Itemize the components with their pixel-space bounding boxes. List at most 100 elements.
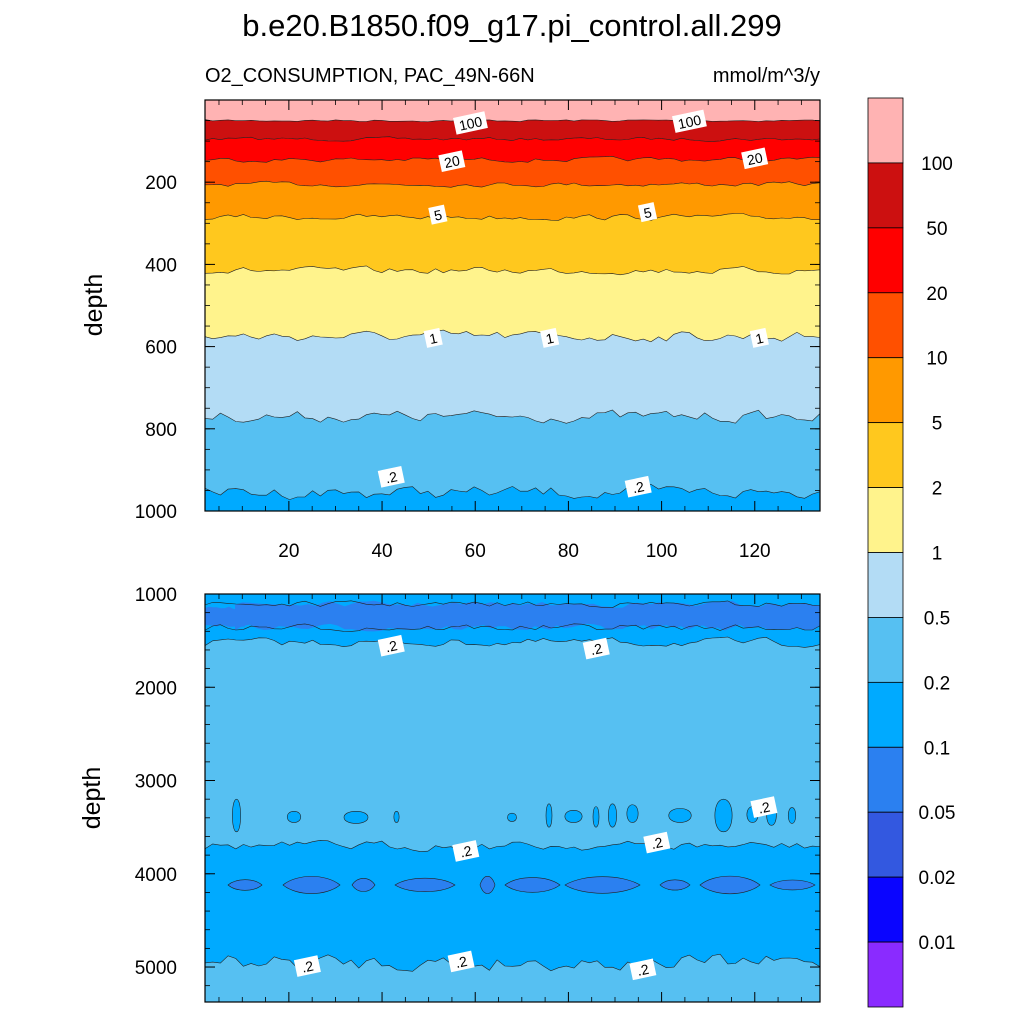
contour-label-box (453, 111, 488, 135)
upper-y-tick-label: 400 (145, 255, 177, 276)
colorbar-label: 0.02 (919, 868, 956, 889)
contour-line (205, 409, 820, 424)
colorbar: 100 50 20 10 5 2 1 0.5 0.2 0.1 0.05 0.02 0.01 (867, 97, 956, 1008)
lower-y-tick-label: 2000 (135, 678, 177, 699)
upper-filled-contours (205, 100, 820, 511)
contour-label-text: 20 (443, 152, 462, 171)
patch-0.1-0.2 (608, 803, 617, 828)
colorbar-label: 10 (926, 349, 947, 370)
x-tick-label: 120 (739, 541, 771, 562)
contour-label-text: .2 (636, 961, 651, 979)
contour-line (205, 839, 820, 852)
contour-line (205, 180, 820, 188)
colorbar-label: 1 (932, 544, 943, 565)
contour-label-box (377, 634, 405, 657)
upper-y-tick-label: 200 (145, 173, 177, 194)
colorbar-swatch (867, 357, 904, 424)
upper-y-tick-label: 1000 (135, 502, 177, 523)
lens-0.05-0.1 (564, 876, 641, 894)
contour-line (205, 600, 820, 608)
contour-label-box (637, 202, 658, 223)
contour-label: .2 (377, 465, 405, 488)
colorbar-label: 0.1 (924, 738, 950, 759)
contour-label-text: .2 (384, 468, 399, 486)
lower-y-tick-label: 5000 (135, 958, 177, 979)
contour-band (205, 265, 820, 342)
patch-0.1-0.2 (668, 808, 692, 823)
contour-label-box (423, 327, 443, 348)
lens-0.05-0.1 (227, 879, 263, 891)
colorbar-label: 20 (926, 284, 947, 305)
lower-y-axis-label: depth (78, 767, 106, 830)
colorbar-swatch (867, 162, 904, 229)
lens-0.05-0.1 (282, 876, 341, 894)
patch-0.1-0.2 (393, 810, 400, 823)
contour-label: .2 (643, 831, 671, 854)
contour-label-box (643, 831, 671, 854)
patch-0.1-0.2 (787, 807, 797, 824)
x-tick-label: 40 (371, 541, 392, 562)
patch-0.1-0.2 (232, 798, 241, 833)
colorbar-swatch (867, 552, 904, 618)
contour-label-box (624, 475, 652, 498)
lower-y-tick-label: 1000 (135, 585, 177, 606)
contour-label: .2 (293, 955, 321, 977)
colorbar-label: 0.01 (919, 933, 956, 954)
subtitle-units: mmol/m^3/y (713, 65, 820, 87)
contour-label: .2 (452, 840, 480, 862)
contour-label-box (447, 950, 475, 973)
contour-band-100 (205, 100, 820, 122)
contour-label: .2 (750, 796, 778, 818)
subtitle-left: O2_CONSUMPTION, PAC_49N-66N (205, 65, 535, 87)
contour-band (205, 484, 820, 511)
patch-0.1-0.2 (507, 812, 517, 822)
chart-title: b.e20.B1850.f09_g17.pi_control.all.299 (242, 8, 782, 43)
lens-0.05-0.1 (699, 875, 761, 894)
contour-label: 5 (637, 202, 658, 223)
x-tick-label: 20 (278, 541, 299, 562)
colorbar-label: 50 (926, 219, 947, 240)
lens-0.05-0.1 (769, 879, 816, 891)
colorbar-label: 2 (932, 479, 943, 500)
contour-label: .2 (447, 950, 475, 973)
contour-line (205, 213, 820, 221)
contour-label-text: .2 (300, 957, 315, 975)
colorbar-swatch (867, 292, 904, 359)
contour-band (205, 330, 820, 424)
contour-label-text: 100 (676, 111, 702, 132)
colorbar-swatch (867, 227, 904, 294)
patch-0.1-0.2 (564, 810, 583, 823)
contour-label-text: .2 (454, 953, 469, 971)
contour-label: 100 (672, 109, 707, 133)
contour-label-box (629, 958, 657, 981)
contour-label: 20 (741, 147, 769, 170)
contour-label-text: 1 (544, 330, 555, 347)
lens-0.05-0.1 (394, 878, 456, 892)
patch-0.1-0.2 (592, 806, 600, 828)
contour-label-text: .2 (589, 640, 604, 658)
contour-band (205, 119, 820, 142)
lens-0.05-0.1 (659, 879, 691, 891)
contour-label-box (672, 109, 707, 133)
contour-line (205, 119, 820, 123)
contour-label: 5 (428, 204, 448, 225)
contour-band (205, 136, 820, 163)
upper-y-tick-label: 600 (145, 338, 177, 359)
contour-label-box (582, 637, 610, 660)
lower-filled-contours (205, 594, 820, 1002)
patch-0.1-0.2 (626, 804, 639, 823)
contour-label: 1 (423, 327, 443, 348)
contour-label: 1 (540, 327, 560, 348)
contour-line (205, 483, 820, 500)
contour-band (205, 181, 820, 221)
contour-label-text: .2 (631, 478, 646, 496)
colorbar-swatch (867, 617, 904, 683)
lower-axes: 1000 2000 3000 4000 5000 (135, 585, 820, 1002)
contour-line (205, 623, 820, 632)
contour-label-box (741, 147, 769, 170)
contour-label-text: 1 (754, 330, 765, 347)
lower-y-tick-label: 3000 (135, 772, 177, 793)
contour-label-box (428, 204, 448, 225)
contour-label: 1 (749, 327, 769, 348)
